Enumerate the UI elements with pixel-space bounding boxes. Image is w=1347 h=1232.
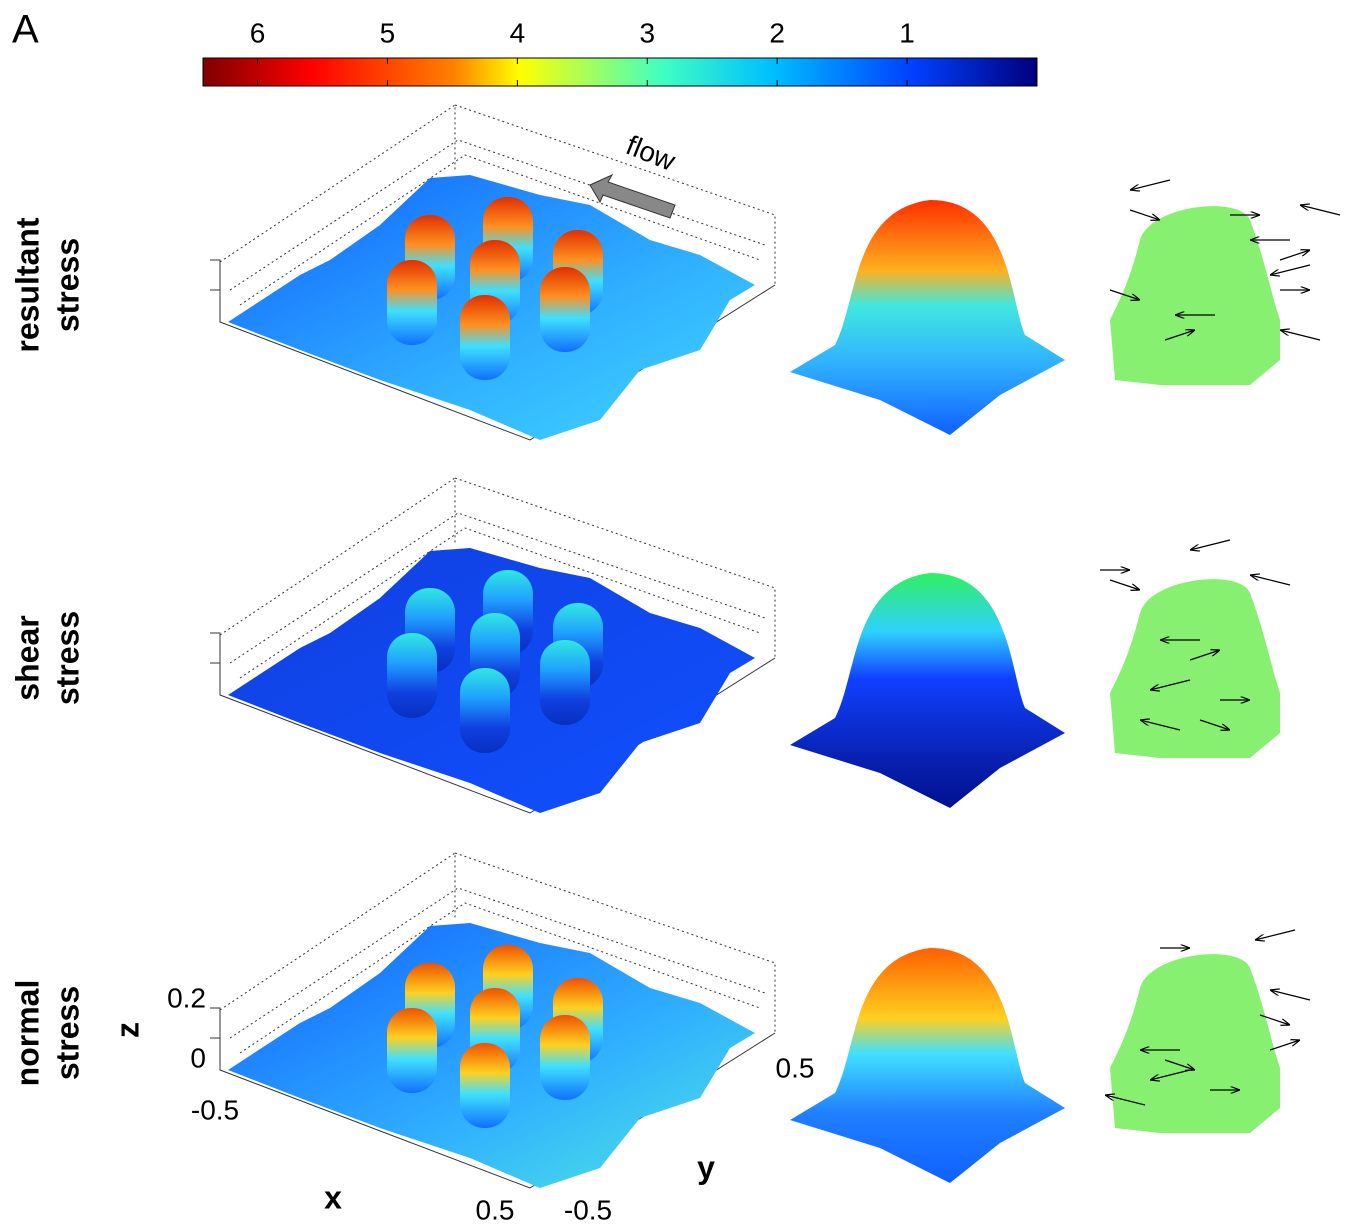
stress-arrow	[1280, 250, 1310, 260]
green-bell	[1110, 579, 1280, 758]
pillar	[540, 267, 590, 352]
stress-arrow	[1255, 930, 1295, 940]
stress-arrow	[1110, 580, 1140, 590]
stress-arrow	[1130, 210, 1160, 220]
colorbar-tick-label: 6	[250, 17, 266, 48]
z-label: z	[109, 1022, 145, 1038]
panel-label: A	[12, 8, 39, 52]
stress-arrow	[1270, 990, 1310, 1000]
bell-surface	[790, 948, 1065, 1183]
green-bell	[1110, 954, 1280, 1133]
pillar	[460, 295, 510, 380]
row-title: normal	[9, 980, 45, 1087]
bell-surface	[790, 573, 1065, 808]
pillar	[387, 633, 437, 718]
colorbar-tick-label: 3	[639, 17, 655, 48]
z-tick-label: 0.2	[167, 982, 206, 1013]
pillar	[387, 1008, 437, 1093]
pillar	[387, 260, 437, 345]
x-label: x	[324, 1179, 342, 1215]
flow-label: flow	[622, 129, 681, 177]
y-tick-label: 0.5	[776, 1052, 815, 1083]
stress-arrow	[1270, 1040, 1300, 1050]
pillar	[460, 668, 510, 753]
pillar	[540, 1015, 590, 1100]
pillar	[460, 1043, 510, 1128]
x-tick-label: -0.5	[191, 1094, 239, 1125]
row-title: shear	[9, 615, 45, 700]
stress-arrow	[1270, 265, 1310, 275]
figure: A resultantstressshearstressnormalstress…	[0, 0, 1347, 1232]
pillar	[540, 640, 590, 725]
stress-arrow	[1280, 330, 1320, 340]
colorbar	[203, 58, 1037, 86]
row-title: resultant	[9, 217, 45, 352]
stress-arrow	[1300, 205, 1340, 215]
stress-arrow	[1190, 540, 1230, 550]
stress-arrow	[1250, 575, 1290, 585]
row-title: stress	[49, 238, 85, 332]
colorbar-tick-label: 1	[899, 17, 915, 48]
colorbar-tick-label: 2	[769, 17, 785, 48]
x-tick-label: 0.5	[476, 1194, 515, 1225]
z-tick-label: 0	[190, 1042, 206, 1073]
bell-surface	[790, 200, 1065, 435]
y-tick-label: -0.5	[564, 1194, 612, 1225]
colorbar-tick-label: 4	[510, 17, 526, 48]
stress-arrow	[1130, 180, 1170, 190]
flow-arrow	[590, 175, 675, 218]
colorbar-tick-label: 5	[380, 17, 396, 48]
row-title: stress	[49, 611, 85, 705]
green-bell	[1110, 206, 1280, 385]
y-label: y	[697, 1149, 715, 1185]
row-title: stress	[49, 986, 85, 1080]
